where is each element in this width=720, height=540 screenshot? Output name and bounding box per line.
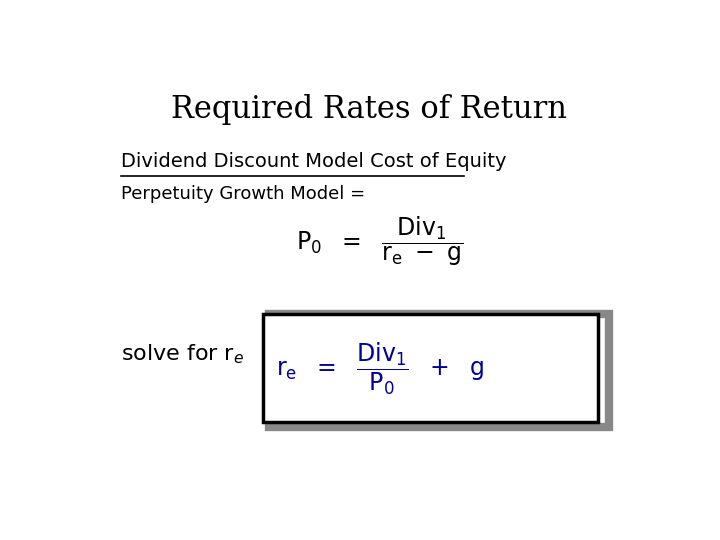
Text: $\mathrm{r_e}\ \ =\ \ \dfrac{\mathrm{Div_1}}{\mathrm{P_0}}\ \ +\ \ \mathrm{g}$: $\mathrm{r_e}\ \ =\ \ \dfrac{\mathrm{Div… (276, 340, 485, 397)
Text: Dividend Discount Model Cost of Equity: Dividend Discount Model Cost of Equity (121, 152, 506, 171)
Text: Required Rates of Return: Required Rates of Return (171, 94, 567, 125)
FancyBboxPatch shape (263, 314, 598, 422)
Text: Perpetuity Growth Model =: Perpetuity Growth Model = (121, 185, 365, 204)
Text: $\mathrm{P_0}\ \ =\ \ \dfrac{\mathrm{Div_1}}{\mathrm{r_e}\ -\ \mathrm{g}}$: $\mathrm{P_0}\ \ =\ \ \dfrac{\mathrm{Div… (297, 215, 464, 268)
Text: solve for $\mathrm{r}_{e}$: solve for $\mathrm{r}_{e}$ (121, 342, 244, 366)
